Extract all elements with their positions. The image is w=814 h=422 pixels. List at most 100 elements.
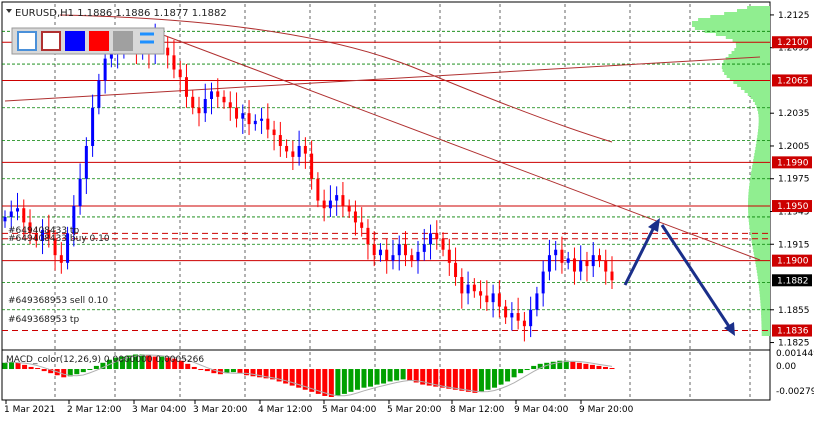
grey-fill-button[interactable] — [113, 31, 133, 51]
macd-bar — [361, 369, 367, 388]
volume-profile-bar — [747, 93, 770, 96]
volume-profile-bar — [761, 321, 770, 324]
volume-profile-bar — [759, 291, 770, 294]
macd-bar — [498, 369, 504, 385]
macd-bar — [426, 369, 432, 386]
macd-bar — [315, 369, 321, 394]
volume-profile-bar — [748, 213, 770, 216]
blue-outline-button[interactable] — [17, 31, 37, 51]
horizontal-lines[interactable] — [2, 30, 770, 332]
volume-profile-bar — [748, 216, 770, 219]
red-outline-button[interactable] — [41, 31, 61, 51]
time-axis[interactable]: 1 Mar 2021 2 Mar 12:00 3 Mar 04:00 3 Mar 20… — [4, 400, 634, 415]
volume-profile-bar — [748, 192, 770, 195]
candle-body — [16, 208, 20, 212]
macd-bar — [420, 369, 426, 385]
time-tick-label: 9 Mar 04:00 — [514, 405, 569, 415]
volume-profile-bar — [750, 96, 770, 99]
price-level-tag[interactable] — [772, 254, 812, 267]
arrow-up-line[interactable] — [623, 224, 657, 286]
volume-profile-bar — [748, 210, 770, 213]
drawn-arrows[interactable] — [623, 218, 735, 336]
candle-body — [410, 255, 414, 261]
volume-profile-bar — [722, 63, 770, 66]
candle-body — [435, 233, 439, 239]
macd-bar — [87, 369, 93, 371]
trendline-rising[interactable] — [4, 56, 761, 102]
price-axis[interactable]: 1.21251.20951.20351.20051.19751.19451.19… — [770, 11, 814, 397]
trendline-falling[interactable] — [149, 29, 761, 261]
time-tick-label: 5 Mar 04:00 — [322, 405, 377, 415]
arrow-up-head[interactable] — [648, 218, 660, 232]
blue-fill-button[interactable] — [65, 31, 85, 51]
time-tick-label: 8 Mar 12:00 — [450, 405, 505, 415]
macd-bar — [309, 369, 315, 392]
volume-profile-bar — [750, 174, 770, 177]
candle-body — [447, 249, 451, 263]
candle-body — [97, 80, 101, 108]
candle-body — [497, 293, 501, 307]
price-level-tag[interactable] — [772, 324, 812, 337]
candle-body — [210, 91, 214, 100]
price-tick-label: 1.1855 — [778, 306, 810, 316]
price-level-tag-label: 1.1990 — [777, 158, 809, 168]
candle-body — [166, 47, 170, 56]
candle-body — [610, 271, 614, 281]
macd-bar — [505, 369, 511, 382]
macd-bar — [80, 369, 86, 373]
price-tick-label: 1.1915 — [778, 240, 810, 250]
price-level-tag[interactable] — [772, 36, 812, 49]
price-level-tag[interactable] — [772, 274, 812, 287]
volume-profile-bar — [726, 75, 770, 78]
macd-bar — [374, 369, 380, 385]
price-level-tag[interactable] — [772, 200, 812, 213]
macd-bar — [119, 356, 125, 370]
candle-body — [547, 255, 551, 272]
time-tick-label: 9 Mar 20:00 — [579, 405, 634, 415]
macd-bar — [22, 364, 28, 370]
volume-profile-bar — [758, 285, 770, 288]
price-level-tag-label: 1.1950 — [777, 202, 809, 212]
volume-profile-bar — [749, 228, 770, 231]
order-label-sell-tp: #649368953 tp — [8, 315, 79, 325]
volume-profile-bar — [749, 222, 770, 225]
macd-bar — [328, 369, 334, 398]
macd-bar — [589, 364, 595, 370]
volume-profile-bar — [734, 48, 770, 51]
volume-profile-bar — [756, 105, 770, 108]
candle-body — [416, 251, 420, 261]
macd-bar — [368, 369, 374, 387]
chart-menu-triangle-icon[interactable] — [6, 9, 12, 13]
price-level-tag[interactable] — [772, 74, 812, 87]
macd-bar — [524, 369, 530, 371]
arrow-down-head[interactable] — [724, 322, 735, 336]
candle-body — [366, 227, 370, 245]
red-fill-button[interactable] — [89, 31, 109, 51]
volume-profile-bar — [755, 261, 770, 264]
candle-body — [34, 233, 38, 241]
arrow-down-line[interactable] — [660, 224, 732, 329]
drawing-toolbar[interactable] — [11, 27, 165, 55]
volume-profile-bar — [748, 201, 770, 204]
volume-profile-bar — [757, 276, 770, 279]
candle-body — [554, 249, 558, 256]
macd-bar — [400, 369, 406, 380]
candle-body — [53, 238, 57, 256]
trendline-curve[interactable] — [59, 14, 613, 143]
volume-profile-bar — [740, 87, 770, 90]
volume-profile-bar — [751, 237, 770, 240]
macd-bar — [602, 366, 608, 370]
macd-bar — [341, 369, 347, 394]
macd-bar — [492, 369, 498, 388]
volume-profile-bar — [698, 18, 770, 21]
price-tick-label: 1.2035 — [778, 109, 810, 119]
candle-body — [454, 262, 458, 278]
macd-bar — [237, 369, 243, 374]
toolbar-background — [11, 27, 165, 55]
macd-bar — [2, 362, 8, 370]
candle-body — [347, 206, 351, 212]
volume-profile-bar — [755, 144, 770, 147]
price-level-tag[interactable] — [772, 156, 812, 169]
